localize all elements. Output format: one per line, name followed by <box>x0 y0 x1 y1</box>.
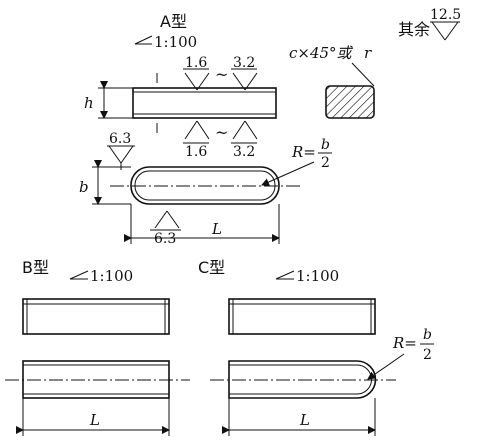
tilde-bottom: ~ <box>215 123 228 142</box>
rough-bottom-right-value: 3.2 <box>233 144 255 160</box>
roughness-plan-bottom-icon <box>150 210 181 231</box>
roughness-top-right-icon <box>231 68 258 91</box>
key-a-front-view <box>132 87 277 119</box>
taper-c-symbol <box>275 270 295 280</box>
tilde-top: ~ <box>215 65 228 84</box>
dim-h-label: h <box>84 94 94 112</box>
taper-a-symbol <box>134 35 153 45</box>
dim-L-b <box>16 398 170 436</box>
radius-c-num: b <box>423 327 432 343</box>
dim-L-c <box>222 398 376 436</box>
roughness-bottom-right-icon <box>231 120 258 144</box>
roughness-top-left-icon <box>183 68 210 91</box>
radius-c-prefix: R= <box>392 334 417 352</box>
dim-L-b-label: L <box>89 411 100 429</box>
taper-b-label: 1:100 <box>90 267 133 285</box>
rough-rest-value: 12.5 <box>430 7 461 23</box>
radius-c-leader <box>367 353 405 380</box>
radius-c-den: 2 <box>423 347 432 363</box>
chamfer-leader <box>351 62 375 87</box>
chamfer-r-label: r <box>364 44 372 62</box>
taper-a-label: 1:100 <box>154 33 197 51</box>
rough-top-right-value: 3.2 <box>233 55 255 71</box>
rough-top-left-value: 1.6 <box>185 55 207 71</box>
type-b-label: B型 <box>22 258 49 277</box>
key-b-front-view <box>22 298 170 335</box>
roughness-rest-icon <box>430 21 460 41</box>
rest-text: 其余 <box>398 20 430 39</box>
roughness-side-icon <box>107 145 135 164</box>
key-c-front-view <box>228 298 376 335</box>
radius-a-num: b <box>321 137 330 153</box>
rough-plan-bottom-value: 6.3 <box>154 231 176 247</box>
roughness-bottom-left-icon <box>183 120 210 144</box>
dim-b-label: b <box>79 178 89 196</box>
type-a-label: A型 <box>160 12 187 31</box>
rough-side-value: 6.3 <box>109 131 131 147</box>
radius-a-prefix: R= <box>291 143 316 161</box>
dim-L-c-label: L <box>299 411 310 429</box>
dim-b <box>92 160 131 205</box>
dim-h <box>98 81 133 119</box>
chamfer-label: c×45°或 <box>289 44 354 62</box>
taper-c-label: 1:100 <box>296 267 339 285</box>
radius-a-leader <box>261 161 315 186</box>
key-section-view <box>325 85 375 119</box>
type-c-label: C型 <box>198 258 225 277</box>
radius-a-den: 2 <box>321 155 330 171</box>
dim-L-a <box>124 204 280 244</box>
dim-L-a-label: L <box>211 220 222 238</box>
taper-b-symbol <box>69 270 89 280</box>
rough-bottom-left-value: 1.6 <box>185 144 207 160</box>
